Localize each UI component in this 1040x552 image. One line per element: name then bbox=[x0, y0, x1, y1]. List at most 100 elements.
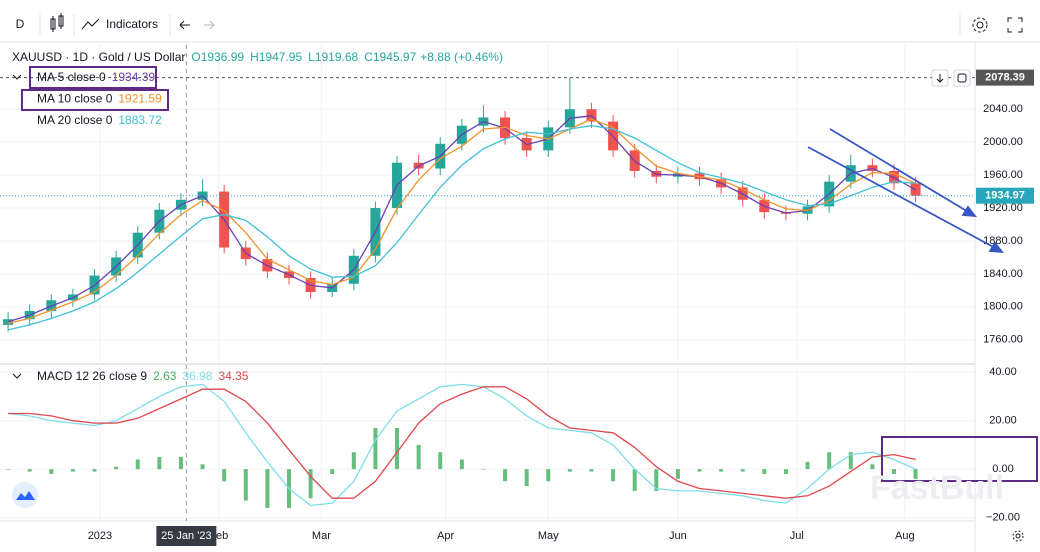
histogram-bar bbox=[265, 469, 270, 508]
histogram-bar bbox=[27, 469, 32, 472]
histogram-bar bbox=[243, 469, 248, 501]
legend-value: 2.63 bbox=[153, 369, 177, 383]
collapse-legend-button[interactable] bbox=[12, 74, 22, 80]
histogram-bar bbox=[395, 427, 400, 470]
y-tick-label: 0.00 bbox=[992, 463, 1013, 475]
change-label: +8.88 (+0.46%) bbox=[420, 50, 503, 64]
histogram-bar bbox=[114, 466, 119, 470]
histogram-bar bbox=[70, 469, 75, 472]
candle-body bbox=[3, 319, 14, 325]
histogram-bar bbox=[373, 427, 378, 470]
legend-value: 1921.59 bbox=[118, 92, 162, 106]
x-tick-label: Jun bbox=[669, 530, 687, 542]
maximize-pane-button[interactable] bbox=[953, 69, 971, 87]
trend-arrows bbox=[807, 128, 1004, 254]
logo-button[interactable] bbox=[12, 482, 38, 508]
maximize-pane-icon bbox=[957, 73, 967, 83]
indicators-button[interactable]: Indicators bbox=[106, 17, 158, 31]
histogram-bar bbox=[783, 469, 788, 474]
histogram-bar bbox=[632, 469, 637, 491]
indicator-line bbox=[7, 115, 916, 323]
indicators-icon bbox=[81, 18, 100, 30]
interval-button[interactable]: D bbox=[16, 17, 25, 31]
histogram-bar bbox=[654, 469, 659, 491]
histogram-bar bbox=[611, 469, 616, 482]
x-tick-label: Aug bbox=[895, 530, 915, 542]
histogram-bar bbox=[827, 452, 832, 470]
legend-value: 1934.39 bbox=[112, 70, 156, 84]
crosshair-label-box bbox=[156, 526, 217, 546]
histogram-bar bbox=[351, 452, 356, 470]
histogram-bar bbox=[438, 452, 443, 470]
histogram-bar bbox=[459, 459, 464, 470]
x-tick-label: May bbox=[538, 530, 559, 542]
histogram-bar bbox=[157, 457, 162, 470]
price-label: 1934.97 bbox=[985, 190, 1025, 202]
histogram-bar bbox=[503, 469, 508, 482]
price-label: 2078.39 bbox=[985, 72, 1025, 84]
histogram-bar bbox=[913, 469, 918, 479]
axis-settings-button[interactable] bbox=[1012, 530, 1024, 542]
histogram-bar bbox=[481, 469, 486, 470]
histogram-bar bbox=[416, 444, 421, 470]
histogram-bar bbox=[697, 469, 702, 472]
y-tick-label: 1920.00 bbox=[983, 202, 1023, 214]
indicator-line bbox=[7, 118, 916, 324]
histogram-bar bbox=[891, 469, 896, 474]
y-tick-label: 20.00 bbox=[989, 415, 1017, 427]
histogram-bar bbox=[92, 469, 97, 472]
histogram-bar bbox=[740, 469, 745, 472]
highlight-boxes bbox=[21, 66, 1038, 482]
y-tick-label: 2040.00 bbox=[983, 103, 1023, 115]
histogram-bar bbox=[222, 469, 227, 482]
move-pane-icon bbox=[936, 74, 944, 83]
legend-value: 34.35 bbox=[218, 369, 248, 383]
histogram-bar bbox=[719, 469, 724, 472]
low-label: L1919.68 bbox=[308, 50, 358, 64]
y-tick-label: 40.00 bbox=[989, 366, 1017, 378]
y-tick-label: 1800.00 bbox=[983, 301, 1023, 313]
legend-name: MACD 12 26 close 9 bbox=[37, 369, 147, 383]
settings-button[interactable] bbox=[972, 17, 988, 33]
histogram-bar bbox=[675, 469, 680, 479]
undo-button[interactable] bbox=[179, 20, 190, 30]
histogram-bar bbox=[49, 469, 54, 474]
collapse-legend-button[interactable] bbox=[12, 373, 22, 379]
legend-value: 36.98 bbox=[182, 369, 212, 383]
histogram-bar bbox=[870, 464, 875, 470]
histogram-bar bbox=[135, 459, 140, 470]
y-tick-label: 1960.00 bbox=[983, 169, 1023, 181]
toolbar: D Indicators bbox=[0, 13, 1040, 43]
pane-buttons bbox=[931, 69, 971, 87]
y-tick-label: 1840.00 bbox=[983, 268, 1023, 280]
histogram-bar bbox=[589, 469, 594, 472]
histogram-bar bbox=[330, 469, 335, 474]
indicator-line bbox=[7, 125, 916, 331]
symbol-title: XAUUSD · 1D · Gold / US Dollar bbox=[12, 50, 185, 64]
fullscreen-button[interactable] bbox=[1007, 17, 1023, 33]
x-tick-label: Mar bbox=[312, 530, 331, 542]
y-tick-label: 2000.00 bbox=[983, 136, 1023, 148]
histogram-bar bbox=[848, 452, 853, 470]
legend-name: MA 10 close 0 bbox=[37, 92, 113, 106]
histogram-bar bbox=[178, 457, 183, 470]
x-tick-label: 2023 bbox=[88, 530, 112, 542]
legend-value: 1883.72 bbox=[118, 113, 162, 127]
close-label: C1945.97 bbox=[364, 50, 416, 64]
histogram-bar bbox=[6, 469, 11, 470]
y-tick-label: 1760.00 bbox=[983, 334, 1023, 346]
histogram-bar bbox=[762, 469, 767, 474]
crosshair-label: 25 Jan '23 bbox=[161, 530, 211, 542]
histogram-bar bbox=[308, 469, 313, 499]
y-tick-label: −20.00 bbox=[986, 511, 1020, 523]
redo-button[interactable] bbox=[204, 20, 215, 30]
legend-name: MA 20 close 0 bbox=[37, 113, 113, 127]
open-label: O1936.99 bbox=[191, 50, 244, 64]
histogram-bar bbox=[567, 469, 572, 472]
x-tick-label: Apr bbox=[437, 530, 454, 542]
chart-type-button[interactable] bbox=[50, 13, 64, 32]
histogram-bar bbox=[546, 469, 551, 482]
histogram-bar bbox=[200, 464, 205, 470]
legend-name: MA 5 close 0 bbox=[37, 70, 106, 84]
